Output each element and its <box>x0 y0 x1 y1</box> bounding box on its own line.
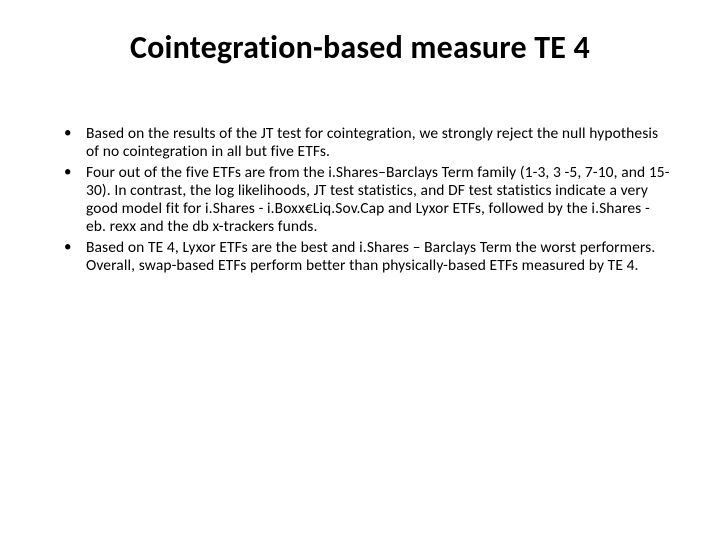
bullet-list: Based on the results of the JT test for … <box>64 125 670 275</box>
list-item: Four out of the five ETFs are from the i… <box>64 164 670 237</box>
slide-title: Cointegration-based measure TE 4 <box>50 28 670 67</box>
list-item: Based on the results of the JT test for … <box>64 125 670 162</box>
list-item: Based on TE 4, Lyxor ETFs are the best a… <box>64 239 670 276</box>
slide: Cointegration-based measure TE 4 Based o… <box>0 0 720 540</box>
